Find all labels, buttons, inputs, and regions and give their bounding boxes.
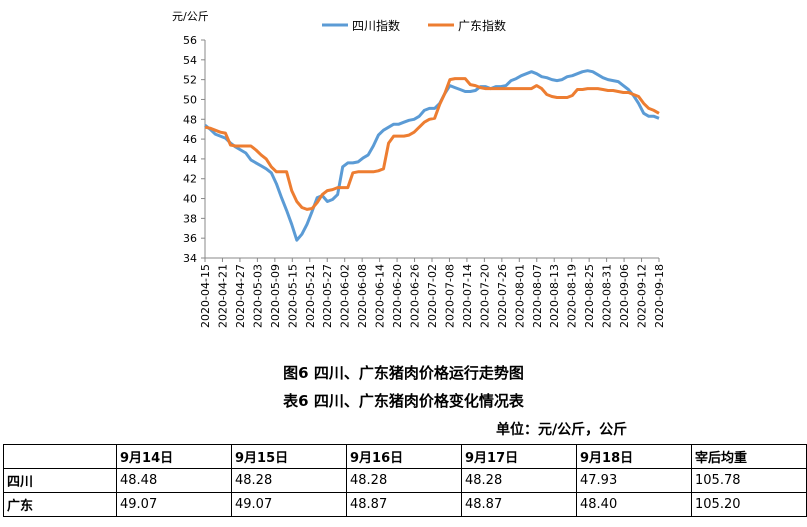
y-tick-label: 40 (183, 193, 197, 206)
y-tick-label: 42 (183, 173, 197, 186)
y-tick-label: 50 (183, 93, 197, 106)
table-header-cell (3, 444, 117, 469)
unit-label: 单位：元/公斤，公斤 (496, 422, 628, 438)
x-tick-label: 2020-08-01 (513, 264, 526, 328)
y-tick-label: 34 (183, 252, 197, 265)
row-name: 广东 (3, 492, 117, 517)
x-tick-label: 2020-09-06 (618, 264, 631, 328)
x-tick-label: 2020-09-12 (636, 264, 649, 328)
x-tick-label: 2020-07-26 (496, 264, 509, 328)
series-line-sichuan (204, 69, 660, 242)
chart-axes: 34 36 38 40 42 44 46 48 50 52 54 56 2020-04-15 2020-0… (183, 34, 666, 328)
table-cell: 48.48 (116, 468, 232, 493)
x-tick-label: 2020-06-26 (409, 264, 422, 328)
table-cell: 49.07 (231, 492, 347, 517)
x-tick-label: 2020-08-07 (531, 264, 544, 328)
y-axis-title: 元/公斤 (172, 10, 209, 23)
x-tick-label: 2020-04-21 (216, 264, 229, 328)
y-tick-label: 52 (183, 74, 197, 87)
table-cell: 49.07 (116, 492, 232, 517)
chart-legend: 四川指数 广东指数 (322, 18, 506, 33)
table-cell: 48.87 (346, 492, 462, 517)
table-cell: 48.28 (231, 468, 347, 493)
table-header-cell: 宰后均重 (691, 444, 807, 469)
legend-label-guangdong: 广东指数 (458, 18, 506, 33)
table-header-cell: 9月18日 (576, 444, 692, 469)
legend-label-sichuan: 四川指数 (352, 18, 400, 33)
chart-series (204, 69, 660, 242)
table-header-row: 9月14日 9月15日 9月16日 9月17日 9月18日 宰后均重 (3, 444, 807, 469)
table-cell: 48.28 (346, 468, 462, 493)
table-cell: 47.93 (576, 468, 692, 493)
x-tick-label: 2020-09-18 (653, 264, 666, 328)
table-header-cell: 9月17日 (461, 444, 577, 469)
x-tick-label: 2020-08-25 (583, 264, 596, 328)
table-cell: 105.78 (691, 468, 807, 493)
y-tick-label: 48 (183, 113, 197, 126)
x-tick-label: 2020-06-14 (374, 264, 387, 328)
x-tick-label: 2020-05-21 (304, 264, 317, 328)
x-tick-label: 2020-07-08 (443, 264, 456, 328)
table-caption: 表6 四川、广东猪肉价格变化情况表 (283, 392, 524, 410)
x-tick-label: 2020-07-02 (426, 264, 439, 328)
y-tick-label: 44 (183, 153, 197, 166)
x-tick-label: 2020-05-03 (251, 264, 264, 328)
x-tick-label: 2020-05-15 (286, 264, 299, 328)
x-tick-label: 2020-08-19 (566, 264, 579, 328)
price-table: 9月14日 9月15日 9月16日 9月17日 9月18日 宰后均重 四川 48… (3, 444, 807, 517)
series-line-guangdong (204, 77, 660, 211)
x-tick-label: 2020-08-31 (601, 264, 614, 328)
x-tick-label: 2020-07-14 (461, 264, 474, 328)
price-trend-chart: 元/公斤 四川指数 广东指数 34 36 38 40 42 44 46 48 50 52 54 56 2… (172, 10, 666, 328)
table-header-cell: 9月16日 (346, 444, 462, 469)
y-tick-label: 36 (183, 232, 197, 245)
table-row: 广东 49.07 49.07 48.87 48.87 48.40 105.20 (3, 492, 807, 517)
table-header-cell: 9月14日 (116, 444, 232, 469)
x-tick-label: 2020-04-27 (234, 264, 247, 328)
figure-caption: 图6 四川、广东猪肉价格运行走势图 (283, 364, 524, 382)
x-tick-label: 2020-07-20 (478, 264, 491, 328)
y-tick-label: 38 (183, 212, 197, 225)
x-tick-label: 2020-05-09 (269, 264, 282, 328)
y-tick-label: 46 (183, 133, 197, 146)
row-name: 四川 (3, 468, 117, 493)
table-cell: 48.40 (576, 492, 692, 517)
y-tick-label: 56 (183, 34, 197, 47)
y-tick-label: 54 (183, 54, 197, 67)
table-cell: 48.28 (461, 468, 577, 493)
x-tick-label: 2020-06-02 (339, 264, 352, 328)
table-cell: 105.20 (691, 492, 807, 517)
table-cell: 48.87 (461, 492, 577, 517)
table-row: 四川 48.48 48.28 48.28 48.28 47.93 105.78 (3, 468, 807, 493)
x-tick-label: 2020-06-20 (391, 264, 404, 328)
x-tick-label: 2020-04-15 (199, 264, 212, 328)
x-tick-label: 2020-08-13 (548, 264, 561, 328)
x-tick-label: 2020-05-27 (321, 264, 334, 328)
table-header-cell: 9月15日 (231, 444, 347, 469)
x-tick-label: 2020-06-08 (356, 264, 369, 328)
